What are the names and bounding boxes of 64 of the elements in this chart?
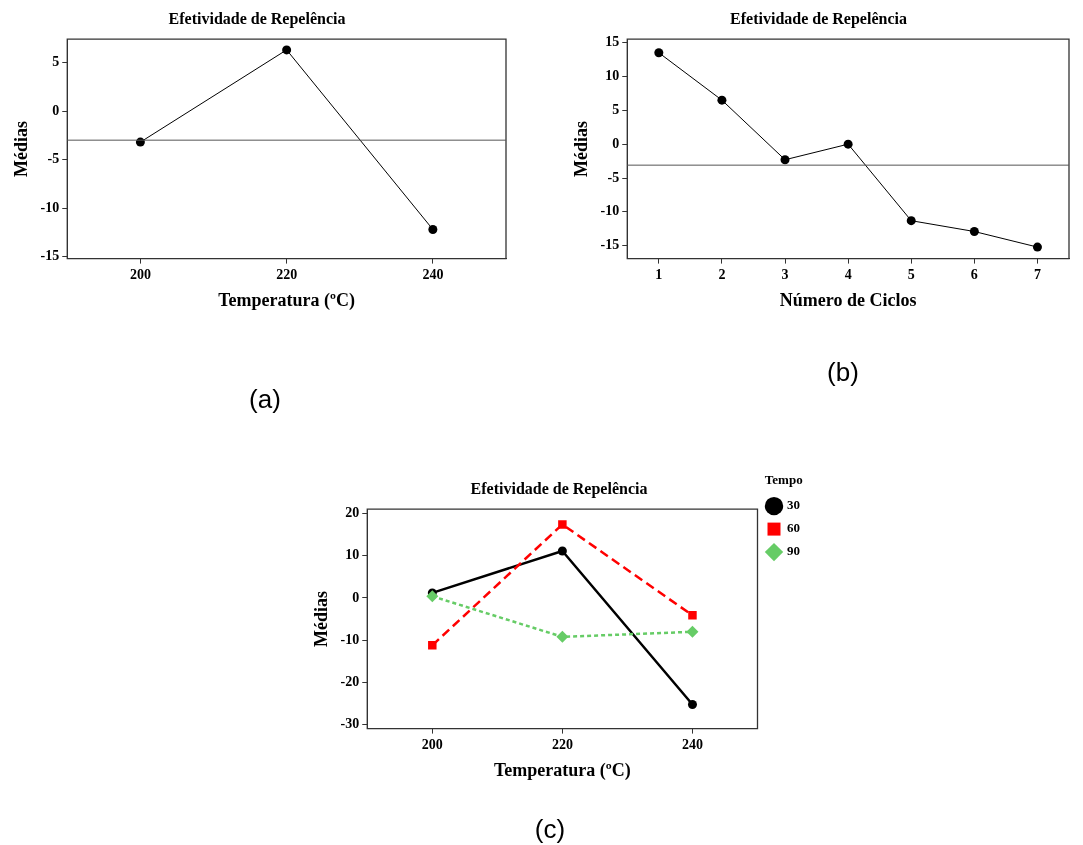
point <box>282 45 292 55</box>
x-tick-label: 7 <box>1033 266 1041 282</box>
point <box>969 227 979 237</box>
x-tick-label: 6 <box>970 266 978 282</box>
x-tick-label: 200 <box>129 266 151 282</box>
x-tick-label: 220 <box>551 736 573 752</box>
x-tick-label: 2 <box>718 266 726 282</box>
y-tick-label: 0 <box>52 102 60 118</box>
x-axis-title: Número de Ciclos <box>779 289 917 310</box>
y-tick-label: 20 <box>345 505 360 521</box>
x-tick-label: 220 <box>276 266 298 282</box>
y-tick-label: 10 <box>605 68 620 84</box>
y-tick-label: 10 <box>345 547 360 563</box>
x-tick-label: 4 <box>844 266 852 282</box>
x-tick-label: 240 <box>422 266 444 282</box>
legend-label: 90 <box>787 543 800 559</box>
y-tick-label: -20 <box>340 674 360 690</box>
x-tick-label: 5 <box>907 266 915 282</box>
point <box>780 155 790 165</box>
x-tick-label: 200 <box>421 736 443 752</box>
point <box>843 139 853 149</box>
y-tick-label: -10 <box>340 631 360 647</box>
y-tick-label: -30 <box>340 716 360 732</box>
legend-title: Tempo <box>764 471 803 487</box>
text: (b) <box>826 357 860 388</box>
y-tick-label: -5 <box>47 151 60 167</box>
y-tick-label: 0 <box>612 135 620 151</box>
point <box>1032 242 1042 252</box>
x-axis-title: Temperatura (ºC) <box>218 289 356 311</box>
point <box>688 611 697 620</box>
point <box>557 546 567 556</box>
x-tick-label: 1 <box>655 266 663 282</box>
legend-label: 30 <box>787 497 800 513</box>
y-tick-label: 0 <box>352 589 360 605</box>
chart-title: Efetividade de Repelência <box>168 9 346 28</box>
y-tick-label: 15 <box>605 34 620 50</box>
point <box>654 48 664 58</box>
text: (a) <box>248 384 282 415</box>
y-tick-label: 5 <box>612 101 620 117</box>
y-axis-title: Médias <box>11 120 32 177</box>
y-tick-label: -5 <box>607 169 620 185</box>
x-axis-title: Temperatura (ºC) <box>494 759 631 781</box>
point <box>717 95 727 105</box>
point <box>906 216 916 226</box>
y-tick-label: -15 <box>600 237 620 253</box>
y-tick-label: -10 <box>40 199 60 215</box>
chart-title: Efetividade de Repelência <box>730 9 907 28</box>
legend-label: 60 <box>787 520 800 536</box>
x-tick-label: 240 <box>681 736 703 752</box>
x-tick-label: 3 <box>781 266 789 282</box>
point <box>428 641 437 650</box>
point <box>558 520 567 529</box>
point <box>686 625 699 638</box>
y-tick-label: -15 <box>40 248 60 264</box>
point <box>687 700 697 709</box>
chart-title: Efetividade de Repelência <box>470 479 648 498</box>
point <box>428 224 438 234</box>
y-tick-label: -10 <box>600 203 620 219</box>
y-axis-title: Médias <box>571 120 592 177</box>
y-axis-title: Médias <box>311 590 332 647</box>
y-tick-label: 5 <box>52 54 60 70</box>
point <box>556 630 569 643</box>
text: (c) <box>533 814 567 845</box>
point <box>426 590 439 603</box>
